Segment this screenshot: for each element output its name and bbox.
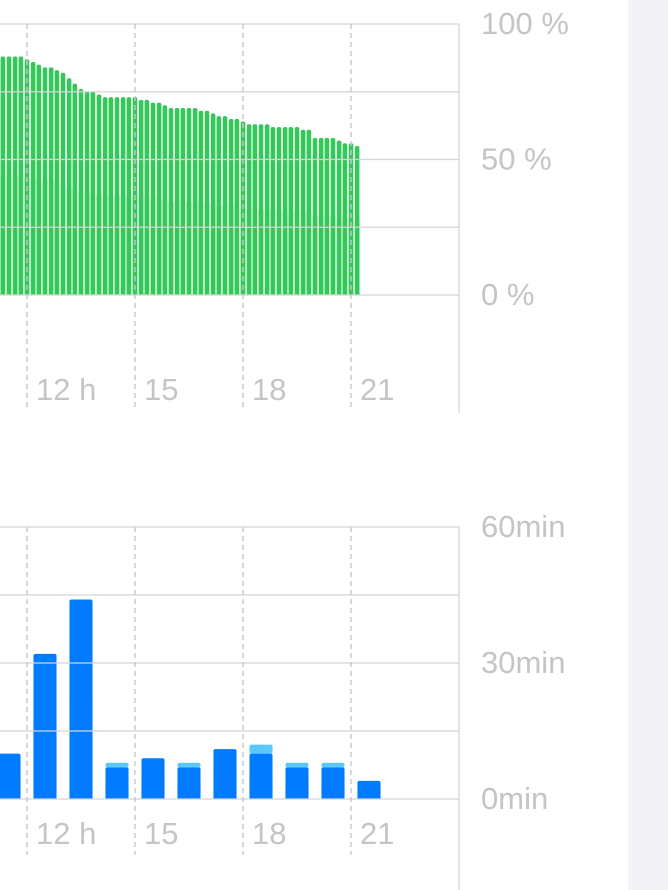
bar-foot bbox=[96, 194, 102, 295]
bar-base bbox=[0, 776, 21, 799]
bar-foot bbox=[306, 212, 312, 295]
bar-foot bbox=[144, 197, 150, 295]
bar-foot bbox=[66, 186, 72, 295]
bar-base bbox=[285, 783, 309, 799]
bar-foot bbox=[30, 178, 36, 295]
bar-foot bbox=[276, 210, 282, 295]
bar-foot bbox=[150, 198, 156, 295]
bar-foot bbox=[228, 206, 234, 295]
x-tick-label: 21 bbox=[360, 372, 394, 407]
x-tick-label: 12 h bbox=[36, 372, 96, 407]
bar-foot bbox=[78, 192, 84, 295]
bar-foot bbox=[300, 212, 306, 295]
bar-foot bbox=[222, 205, 228, 295]
bar-foot bbox=[204, 202, 210, 295]
bar-foot bbox=[114, 196, 120, 295]
bar-foot bbox=[156, 198, 162, 295]
x-tick-label: 18 bbox=[252, 372, 286, 407]
bar-base bbox=[141, 778, 165, 799]
bar-foot bbox=[186, 201, 192, 295]
bar-foot bbox=[324, 216, 330, 295]
y-tick-label: 60min bbox=[481, 509, 565, 544]
bar-foot bbox=[6, 175, 12, 295]
bar-segment bbox=[177, 762, 201, 768]
bar-foot bbox=[84, 193, 90, 295]
bar-foot bbox=[174, 201, 180, 295]
bar-foot bbox=[72, 189, 78, 295]
bar-foot bbox=[258, 209, 264, 295]
bar-foot bbox=[102, 196, 108, 295]
bar-base bbox=[177, 783, 201, 799]
bar-segment bbox=[249, 744, 273, 754]
bar-foot bbox=[60, 183, 66, 295]
bar-foot bbox=[162, 200, 168, 295]
x-tick-label: 12 h bbox=[36, 816, 96, 851]
bar-foot bbox=[216, 205, 222, 295]
bar-foot bbox=[318, 216, 324, 295]
bar-foot bbox=[252, 209, 258, 295]
bar-foot bbox=[192, 201, 198, 295]
bar-foot bbox=[48, 181, 54, 295]
bar-foot bbox=[336, 217, 342, 295]
y-tick-label: 50 % bbox=[481, 142, 552, 177]
bar-foot bbox=[168, 201, 174, 295]
bar-foot bbox=[282, 210, 288, 295]
bar-segment bbox=[285, 762, 309, 768]
bar-foot bbox=[138, 197, 144, 295]
bar-foot bbox=[120, 196, 126, 295]
bar-base bbox=[321, 783, 345, 799]
bar-base bbox=[249, 776, 273, 799]
y-tick-label: 0min bbox=[481, 781, 548, 816]
battery-plot bbox=[0, 56, 360, 296]
bar-foot bbox=[90, 193, 96, 295]
bar-foot bbox=[234, 206, 240, 295]
bar-foot bbox=[198, 202, 204, 295]
x-tick-label: 18 bbox=[252, 816, 286, 851]
x-tick-label: 21 bbox=[360, 816, 394, 851]
bar-base bbox=[33, 726, 57, 799]
bar-foot bbox=[132, 196, 138, 295]
bar-foot bbox=[330, 216, 336, 295]
bar-foot bbox=[12, 175, 18, 295]
bar-foot bbox=[264, 209, 270, 295]
bar-foot bbox=[270, 210, 276, 295]
bar-foot bbox=[342, 219, 348, 295]
bar-foot bbox=[246, 209, 252, 295]
bar-foot bbox=[24, 177, 30, 295]
bar-foot bbox=[288, 210, 294, 295]
bar-foot bbox=[0, 175, 6, 295]
bar-base bbox=[357, 789, 381, 799]
bar-foot bbox=[126, 196, 132, 295]
bar-segment bbox=[105, 762, 129, 768]
y-tick-label: 30min bbox=[481, 645, 565, 680]
bar-base bbox=[69, 699, 93, 799]
bar-foot bbox=[18, 175, 24, 295]
bar-foot bbox=[54, 182, 60, 295]
bar-foot bbox=[294, 210, 300, 295]
activity-plot bbox=[0, 599, 381, 799]
bar-foot bbox=[210, 204, 216, 295]
bar-foot bbox=[108, 196, 114, 295]
bar-base bbox=[105, 783, 129, 799]
bar-base bbox=[213, 774, 237, 799]
x-tick-label: 15 bbox=[144, 372, 178, 407]
bar-foot bbox=[180, 201, 186, 295]
bar-segment bbox=[321, 762, 345, 768]
bar-foot bbox=[36, 179, 42, 295]
side-panel bbox=[628, 0, 668, 890]
x-tick-label: 15 bbox=[144, 816, 178, 851]
y-tick-label: 100 % bbox=[481, 6, 569, 41]
y-tick-label: 0 % bbox=[481, 277, 534, 312]
bar-foot bbox=[348, 219, 354, 295]
bar-foot bbox=[312, 216, 318, 295]
bar-foot bbox=[42, 181, 48, 295]
bar-foot bbox=[354, 220, 360, 295]
